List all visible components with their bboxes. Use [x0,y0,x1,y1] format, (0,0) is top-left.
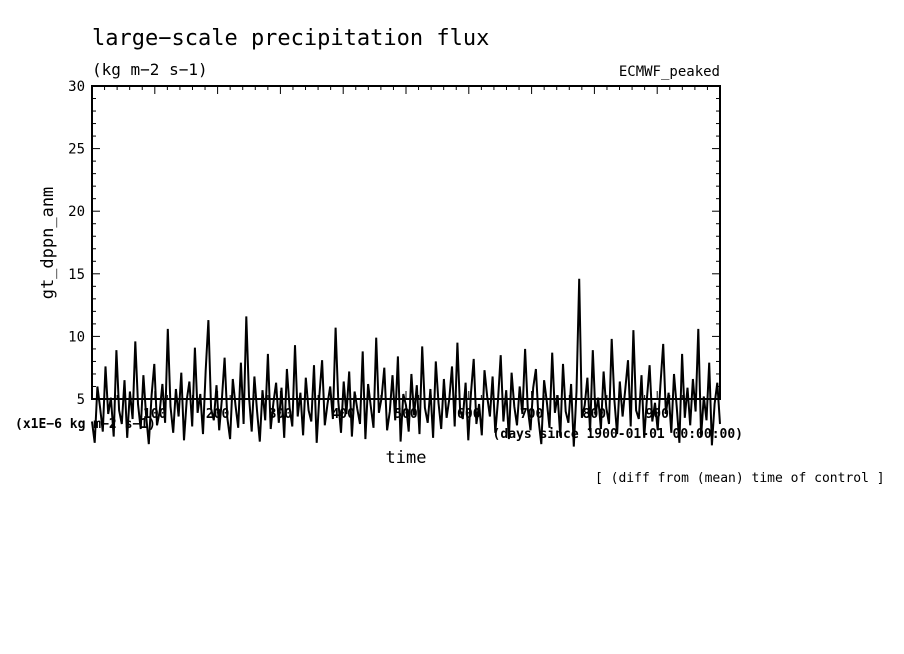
plot-frame [91,85,721,400]
y-tick-label: 5 [77,392,85,408]
data-series [91,278,721,447]
x-axis-label: time [386,448,427,468]
x-tick-label: 100 [143,407,167,422]
chart-units: (kg m−2 s−1) [92,60,208,79]
chart-title: large−scale precipitation flux [92,26,489,51]
y-tick-label: 10 [68,329,85,345]
scale-note: (x1E−6 kg m−2 s−1) [15,417,156,432]
footnote: [ (diff from (mean) time of control ] [595,471,885,486]
x-axis: 100 200 300 400 500 600 700 800 900 [91,86,721,422]
y-tick-label: 30 [68,79,85,95]
experiment-label: ECMWF_peaked [619,64,720,80]
x-tick-label: 300 [269,407,293,422]
y-tick-label: 25 [68,142,85,158]
y-axis-label: gt_dppn_anm [38,187,58,300]
x-tick-label: 400 [331,407,355,422]
series-line [91,278,721,447]
y-tick-label: 15 [68,267,85,283]
y-tick-label: 20 [68,204,85,220]
y-axis: 5 10 15 20 25 30 [68,79,720,408]
